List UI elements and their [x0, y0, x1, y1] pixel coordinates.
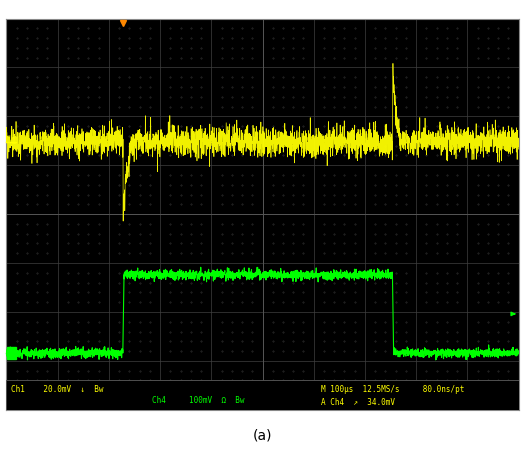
Text: Ch1    20.0mV  ↓  Bw: Ch1 20.0mV ↓ Bw: [12, 385, 104, 394]
Bar: [6, 381, 519, 410]
Text: 4: 4: [9, 349, 14, 357]
Text: (a): (a): [253, 428, 272, 442]
Text: M 100μs  12.5MS/s     80.0ns/pt: M 100μs 12.5MS/s 80.0ns/pt: [321, 385, 465, 394]
Text: Ch4     100mV  Ω  Bw: Ch4 100mV Ω Bw: [152, 396, 245, 406]
Text: 1: 1: [10, 137, 16, 146]
Text: A Ch4  ↗  34.0mV: A Ch4 ↗ 34.0mV: [321, 398, 395, 407]
